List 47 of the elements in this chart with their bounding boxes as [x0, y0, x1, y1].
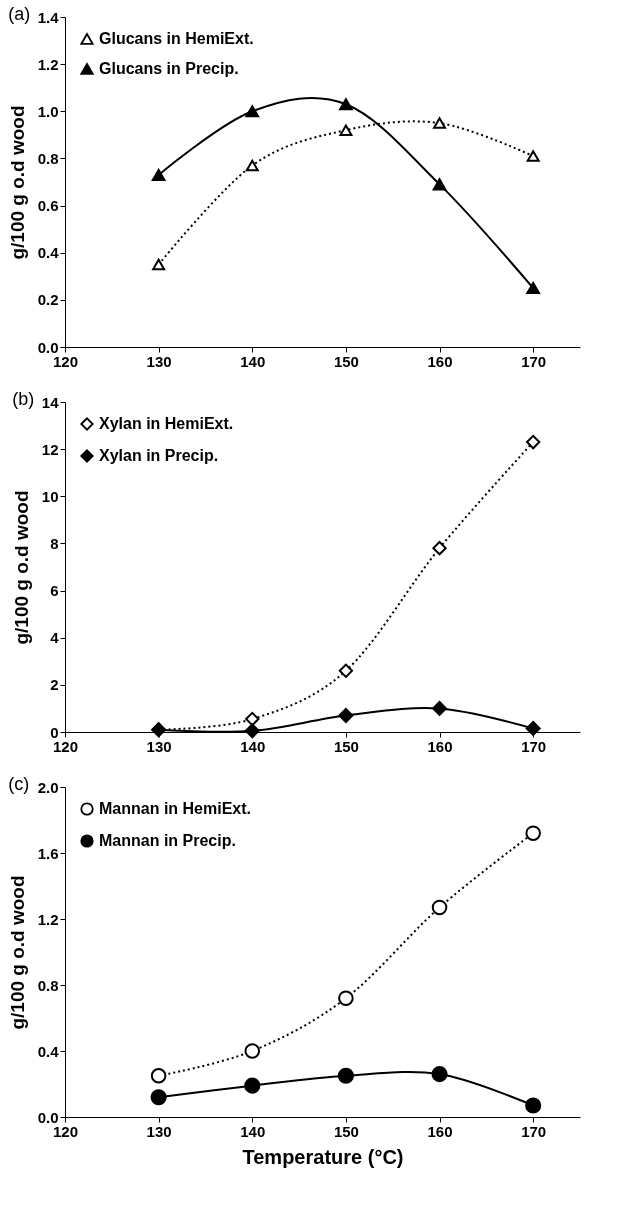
x-tick-label: 130	[146, 352, 172, 370]
y-axis-title: g/100 g o.d wood	[10, 490, 32, 645]
y-tick-label: 0.4	[37, 1042, 60, 1060]
chart-title: (a)	[8, 4, 31, 24]
y-tick-label: 0.4	[37, 244, 60, 262]
chart-title: (b)	[12, 389, 35, 409]
y-axis-title: g/100 g o.d wood	[6, 105, 28, 260]
x-tick-label: 160	[427, 352, 453, 370]
y-tick-label: 14	[41, 393, 60, 411]
y-tick-label: 4	[50, 629, 60, 647]
legend-label: Mannan in HemiExt.	[99, 800, 252, 817]
y-tick-label: 8	[50, 534, 59, 552]
x-tick-label: 150	[333, 737, 359, 755]
x-tick-label: 160	[427, 737, 453, 755]
legend-label: Glucans in HemiExt.	[99, 30, 254, 47]
x-tick-label: 130	[146, 737, 172, 755]
y-tick-label: 6	[50, 582, 59, 600]
y-tick-label: 1.2	[37, 910, 59, 928]
x-tick-label: 140	[240, 1122, 266, 1140]
x-tick-label: 150	[333, 352, 359, 370]
x-tick-label: 170	[521, 352, 547, 370]
x-tick-label: 170	[521, 1122, 547, 1140]
legend-label: Xylan in Precip.	[99, 447, 219, 464]
x-tick-label: 140	[240, 737, 266, 755]
y-tick-label: 0.8	[37, 149, 59, 167]
y-tick-label: 12	[41, 440, 59, 458]
y-tick-label: 1.2	[37, 55, 59, 73]
legend-label: Xylan in HemiExt.	[99, 415, 234, 432]
y-tick-label: 1.6	[37, 844, 59, 862]
x-tick-label: 150	[333, 1122, 359, 1140]
legend-label: Glucans in Precip.	[99, 60, 239, 77]
y-tick-label: 0.6	[37, 197, 59, 215]
chart-title: (c)	[8, 774, 30, 794]
x-axis-title: Temperature (°C)	[242, 1145, 404, 1168]
y-tick-label: 1.0	[37, 102, 59, 120]
y-tick-label: 2.0	[37, 778, 59, 796]
x-tick-label: 140	[240, 352, 266, 370]
y-tick-label: 0.8	[37, 976, 59, 994]
x-tick-label: 170	[521, 737, 547, 755]
y-tick-label: 2	[50, 676, 59, 694]
y-axis-title: g/100 g o.d wood	[6, 875, 28, 1030]
x-tick-label: 160	[427, 1122, 453, 1140]
x-tick-label: 130	[146, 1122, 172, 1140]
legend-label: Mannan in Precip.	[99, 832, 236, 849]
y-tick-label: 0.2	[37, 291, 59, 309]
y-tick-label: 1.4	[37, 8, 60, 26]
y-tick-label: 10	[41, 487, 59, 505]
